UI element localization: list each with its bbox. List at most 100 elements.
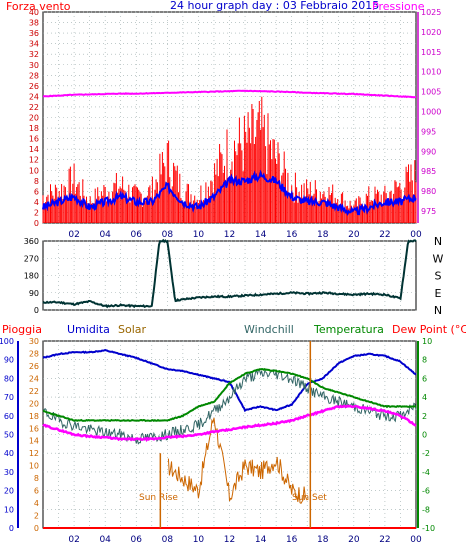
x-tick-label: 02 xyxy=(68,535,79,545)
wind-y-tick-label: 40 xyxy=(29,8,39,17)
temp-y-tick-label: -8 xyxy=(422,505,430,514)
x-tick-label: 14 xyxy=(255,535,267,545)
compass-label: N xyxy=(434,235,442,248)
pressure-series xyxy=(42,89,417,99)
temp-y-tick-label: -6 xyxy=(422,487,430,496)
temp-y-tick-label: 10 xyxy=(422,337,432,346)
wind-y-tick-label: 20 xyxy=(29,114,39,123)
pressure-y-tick-label: 995 xyxy=(421,127,436,136)
wind-y-tick-label: 2 xyxy=(34,208,39,217)
humidity-y-tick-label: 6 xyxy=(34,487,39,496)
humidity-y-tick-label: 20 xyxy=(29,399,39,408)
temp-y-tick-label: -2 xyxy=(422,449,430,458)
x-tick-label: 02 xyxy=(68,230,79,240)
solar-series xyxy=(167,417,308,504)
wind-y-tick-label: 36 xyxy=(29,29,39,38)
temp-y-tick-label: 0 xyxy=(422,431,427,440)
pressure-y-tick-label: 990 xyxy=(421,147,436,156)
pressure-label: Pressione xyxy=(372,0,425,13)
humidity-y-tick-label: 10 xyxy=(29,462,39,471)
humidity-series xyxy=(42,348,417,413)
compass-label: W xyxy=(433,252,444,265)
rain-y-tick-label: 70 xyxy=(4,393,14,402)
humidity-y-tick-label: 2 xyxy=(34,512,39,521)
compass-label: S xyxy=(435,270,442,283)
pressure-y-tick-label: 1005 xyxy=(421,88,441,97)
rain-y-tick-label: 100 xyxy=(0,337,14,346)
wind-direction-series xyxy=(42,238,417,309)
humidity-y-tick-label: 12 xyxy=(29,449,39,458)
chart-marks xyxy=(42,89,417,529)
wind-y-tick-label: 24 xyxy=(29,92,39,101)
wind-average-series xyxy=(42,169,417,216)
wind-y-tick-label: 22 xyxy=(29,103,39,112)
compass-label: N xyxy=(434,304,442,317)
temp-y-tick-label: -4 xyxy=(422,468,430,477)
wind-y-tick-label: 34 xyxy=(29,40,39,49)
x-tick-label: 04 xyxy=(99,230,111,240)
dewpoint-label: Dew Point (°C) xyxy=(392,323,466,336)
direction-y-tick-label: 360 xyxy=(24,237,39,246)
x-tick-label: 16 xyxy=(286,535,298,545)
pressure-y-tick-label: 980 xyxy=(421,187,436,196)
temperature-series xyxy=(42,368,417,422)
direction-y-tick-label: 180 xyxy=(24,272,39,281)
x-tick-label: 22 xyxy=(379,230,390,240)
solar-label: Solar xyxy=(118,323,147,336)
x-tick-label: 14 xyxy=(255,230,267,240)
wind-y-tick-label: 6 xyxy=(34,187,39,196)
sunset-label: Sun Set xyxy=(292,493,327,503)
rain-y-tick-label: 60 xyxy=(4,412,14,421)
humidity-y-tick-label: 28 xyxy=(29,349,39,358)
temp-y-tick-label: -10 xyxy=(422,524,435,533)
windchill-label: Windchill xyxy=(244,323,294,336)
x-tick-label: 04 xyxy=(99,535,111,545)
rain-y-tick-label: 0 xyxy=(9,524,14,533)
temp-y-tick-label: 8 xyxy=(422,356,427,365)
x-tick-label: 00 xyxy=(410,230,422,240)
x-tick-label: 00 xyxy=(410,535,422,545)
x-tick-label: 06 xyxy=(131,535,143,545)
pressure-y-tick-label: 975 xyxy=(421,207,436,216)
windchill-series xyxy=(42,369,417,445)
rain-y-tick-label: 30 xyxy=(4,468,14,477)
temp-y-tick-label: 2 xyxy=(422,412,427,421)
pressure-y-tick-label: 1025 xyxy=(421,8,441,17)
wind-y-tick-label: 8 xyxy=(34,177,39,186)
wind-y-tick-label: 28 xyxy=(29,71,39,80)
wind-label: Forza vento xyxy=(6,0,71,13)
humidity-y-tick-label: 16 xyxy=(29,424,39,433)
temp-y-tick-label: 6 xyxy=(422,374,427,383)
temperature-label: Temperatura xyxy=(313,323,384,336)
wind-y-tick-label: 14 xyxy=(29,145,39,154)
direction-y-tick-label: 0 xyxy=(34,306,39,315)
humidity-y-tick-label: 18 xyxy=(29,412,39,421)
wind-y-tick-label: 0 xyxy=(34,219,39,228)
wind-y-tick-label: 26 xyxy=(29,82,39,91)
wind-y-tick-label: 18 xyxy=(29,124,39,133)
x-tick-label: 20 xyxy=(348,230,360,240)
humidity-y-tick-label: 22 xyxy=(29,387,39,396)
wind-y-tick-label: 30 xyxy=(29,61,39,70)
humidity-y-tick-label: 30 xyxy=(29,337,39,346)
wind-y-tick-label: 32 xyxy=(29,50,39,59)
direction-y-tick-label: 90 xyxy=(29,289,39,298)
rain-y-tick-label: 50 xyxy=(4,431,14,440)
sunrise-label: Sun Rise xyxy=(139,493,178,503)
humidity-y-tick-label: 0 xyxy=(34,524,39,533)
x-tick-label: 08 xyxy=(162,535,174,545)
wind-y-tick-label: 4 xyxy=(34,198,39,207)
rain-y-tick-label: 10 xyxy=(4,505,14,514)
pressure-y-tick-label: 1015 xyxy=(421,48,441,57)
x-tick-label: 18 xyxy=(317,230,329,240)
x-tick-label: 08 xyxy=(162,230,174,240)
x-tick-label: 20 xyxy=(348,535,360,545)
humidity-y-tick-label: 14 xyxy=(29,437,39,446)
wind-y-tick-label: 12 xyxy=(29,156,39,165)
graph-title: 24 hour graph day : 03 Febbraio 2015 xyxy=(170,0,379,12)
wind-y-tick-label: 16 xyxy=(29,135,39,144)
x-tick-label: 06 xyxy=(131,230,143,240)
compass-label: E xyxy=(435,287,442,300)
pressure-y-tick-label: 1020 xyxy=(421,28,441,37)
